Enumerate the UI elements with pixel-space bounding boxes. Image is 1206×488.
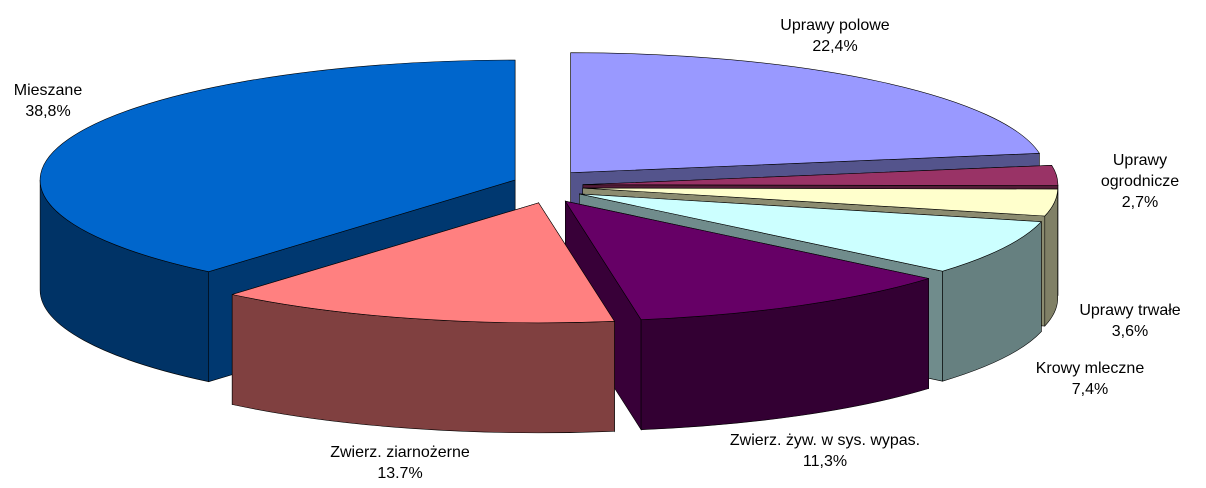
- category-name: Krowy mleczne: [1035, 360, 1145, 377]
- category-name: Zwierz. żyw. w sys. wypas.: [729, 432, 921, 449]
- slice: [570, 52, 1040, 174]
- slice-label: Zwierz. ziarnożerne 13.7%: [290, 442, 510, 484]
- slice: [582, 164, 1059, 186]
- category-name: Zwierz. ziarnożerne: [330, 444, 470, 461]
- category-name: Uprawy trwałe: [1079, 302, 1181, 319]
- slice-label: Uprawy ogrodnicze 2,7%: [1095, 150, 1185, 213]
- slice: [39, 59, 516, 273]
- value-label: 7,4%: [1071, 381, 1109, 398]
- slice-label: Uprawy trwałe 3,6%: [1060, 300, 1200, 342]
- category-name: Uprawy polowe: [780, 17, 890, 34]
- value-label: 22,4%: [812, 38, 858, 55]
- value-label: 2,7%: [1121, 194, 1159, 211]
- category-name: Uprawy ogrodnicze: [1100, 152, 1180, 190]
- slice: [579, 193, 1042, 272]
- slice: [564, 200, 929, 321]
- slice-label: Mieszane 38,8%: [0, 80, 98, 122]
- value-label: 11,3%: [802, 453, 848, 470]
- value-label: 3,6%: [1111, 323, 1149, 340]
- value-label: 38,8%: [25, 103, 71, 120]
- slice-label: Uprawy polowe 22,4%: [735, 15, 935, 57]
- slice-label: Zwierz. żyw. w sys. wypas. 11,3%: [695, 430, 955, 472]
- slice: [582, 187, 1059, 217]
- category-name: Mieszane: [13, 82, 83, 99]
- slice: [232, 202, 616, 324]
- value-label: 13.7%: [377, 465, 423, 482]
- slice-label: Krowy mleczne 7,4%: [1010, 358, 1170, 400]
